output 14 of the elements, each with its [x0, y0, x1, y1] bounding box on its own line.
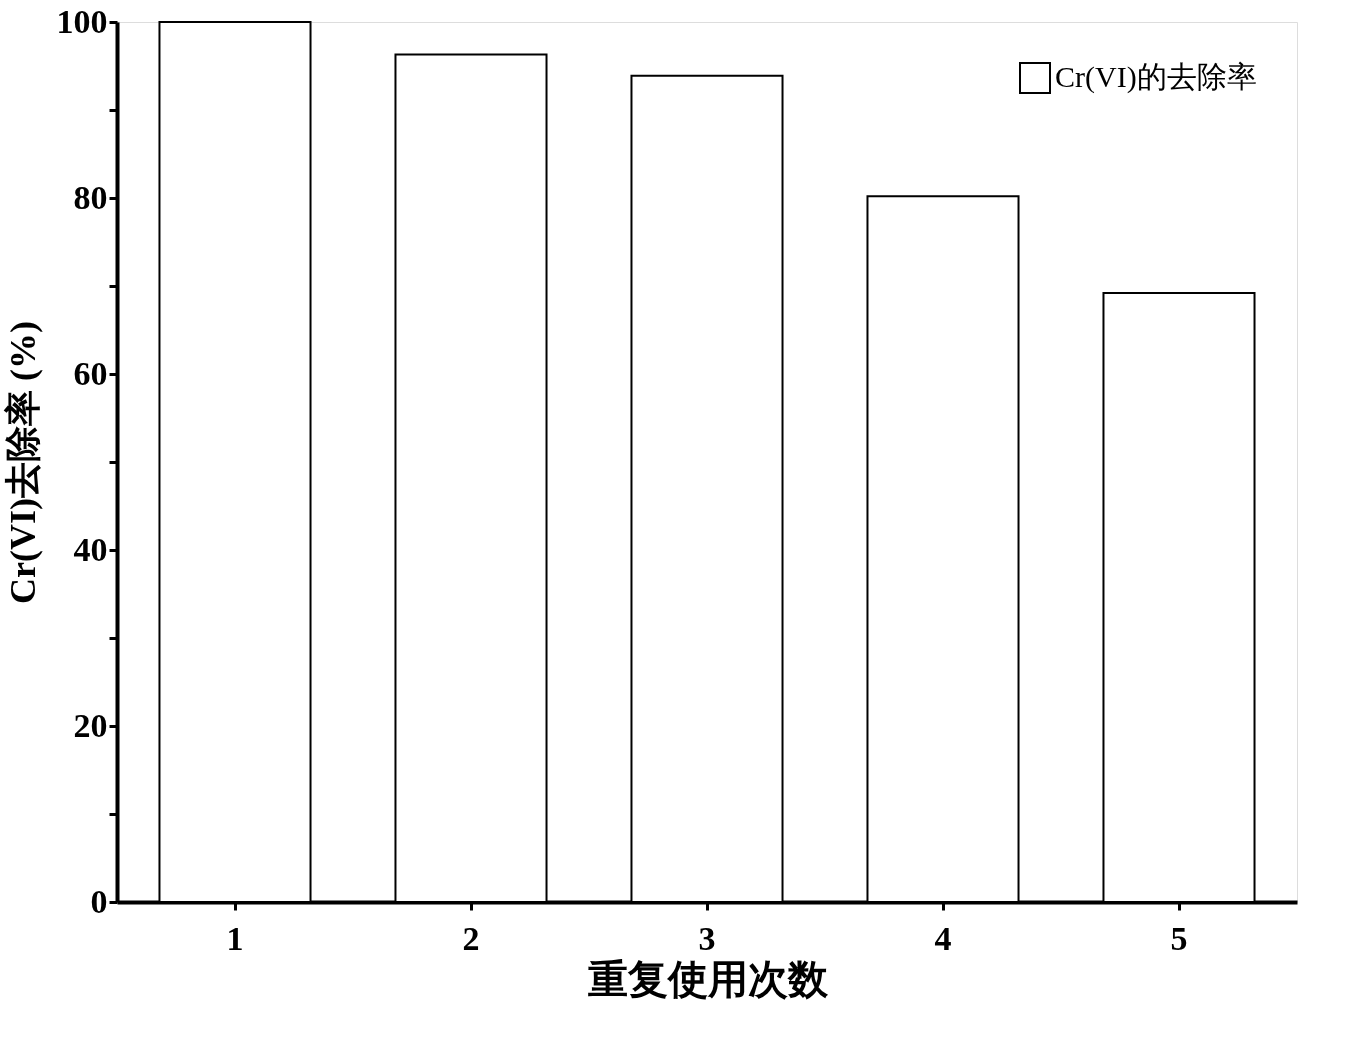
y-tick-label: 60 — [73, 354, 108, 392]
x-tick-label: 4 — [934, 919, 952, 957]
x-tick-label: 2 — [462, 919, 480, 957]
y-tick-label: 0 — [90, 882, 108, 920]
legend-label: Cr(VI)的去除率 — [1055, 60, 1257, 94]
y-tick-label: 100 — [56, 2, 108, 40]
x-tick-label: 1 — [226, 919, 244, 957]
x-axis-title: 重复使用次数 — [587, 956, 829, 1002]
x-tick-label: 3 — [698, 919, 716, 957]
y-axis-title: Cr(VI)去除率 (%) — [2, 321, 43, 604]
y-tick-label: 40 — [73, 530, 108, 568]
x-tick-label: 5 — [1170, 919, 1188, 957]
y-tick-label: 80 — [73, 178, 108, 216]
y-tick-label: 20 — [73, 706, 108, 744]
